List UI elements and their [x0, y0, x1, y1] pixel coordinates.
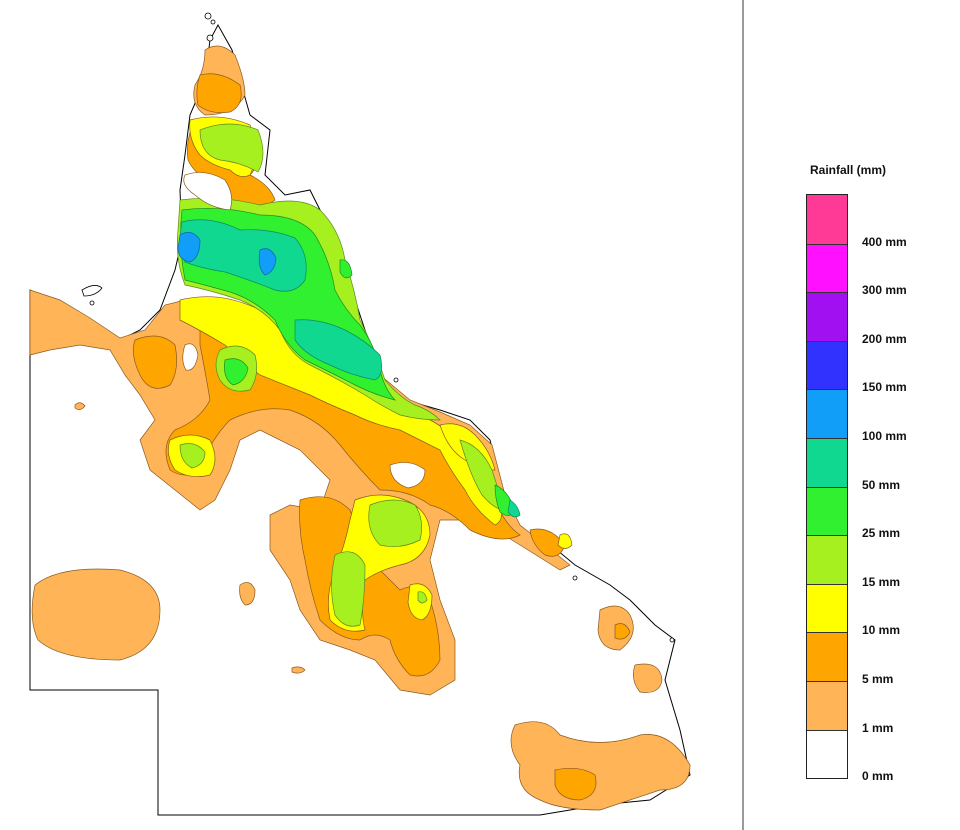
legend-colorbar — [806, 194, 848, 780]
legend-tick-label: 15 mm — [862, 574, 901, 589]
rain-100mm — [177, 232, 277, 276]
legend-tick-label: 400 mm — [862, 234, 907, 249]
legend-tick-label: 150 mm — [862, 380, 907, 395]
legend-tick-label: 0 mm — [862, 769, 894, 784]
legend-tick-label: 25 mm — [862, 526, 901, 541]
legend-swatch — [807, 583, 847, 633]
islands — [81, 12, 675, 643]
legend-swatch — [807, 243, 847, 293]
legend-tick-label: 50 mm — [862, 477, 901, 492]
legend-swatch — [807, 340, 847, 390]
legend-tick-label: 300 mm — [862, 283, 907, 298]
rain-50mm — [180, 219, 521, 518]
panel-divider — [742, 0, 744, 830]
legend-tick-label: 200 mm — [862, 331, 907, 346]
legend-swatch — [807, 535, 847, 584]
legend-swatch — [807, 486, 847, 536]
legend-swatch — [807, 292, 847, 341]
legend-tick-label: 5 mm — [862, 672, 894, 686]
legend-tick-label: 1 mm — [862, 720, 894, 735]
legend-title: Rainfall (mm) — [810, 163, 887, 177]
legend-swatch — [807, 389, 847, 438]
legend-tick-label: 10 mm — [862, 623, 901, 638]
legend-swatch — [807, 632, 847, 681]
legend-swatch — [807, 680, 847, 730]
legend-swatch — [807, 729, 847, 779]
legend-swatch — [807, 437, 847, 487]
rain-0mm-holes — [182, 172, 426, 489]
legend-tick-label: 100 mm — [862, 429, 907, 443]
legend-swatch — [807, 195, 847, 244]
